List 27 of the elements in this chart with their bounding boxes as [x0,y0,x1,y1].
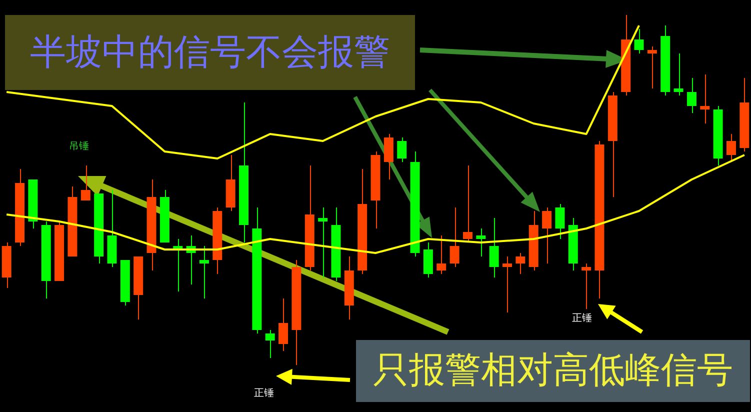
candlestick [700,74,710,124]
candlestick [80,165,90,201]
candlestick [318,207,328,278]
candlestick [397,137,407,162]
candlestick [450,207,460,268]
candlestick [278,298,288,352]
candlestick [726,134,736,162]
candlestick [516,252,526,274]
candlestick [476,228,486,257]
candlestick [199,246,209,299]
candlestick [436,235,446,274]
candlestick [555,204,565,240]
annotation: 半坡中的信号不会报警 [5,15,415,90]
candlestick [686,78,696,114]
text: 正锤 [254,387,274,400]
candlestick [634,28,644,54]
candlestick [542,207,552,264]
annotation: 吊锤 [69,140,89,153]
annotation: 正锤 [572,312,592,325]
candlestick [582,263,592,310]
candlestick [462,165,472,243]
candlestick [489,218,499,278]
candlestick [502,256,512,313]
candlestick [647,46,657,89]
candlestick [674,53,684,96]
candlestick [265,330,275,358]
annotation: 只报警相对高低峰信号 [356,340,750,402]
